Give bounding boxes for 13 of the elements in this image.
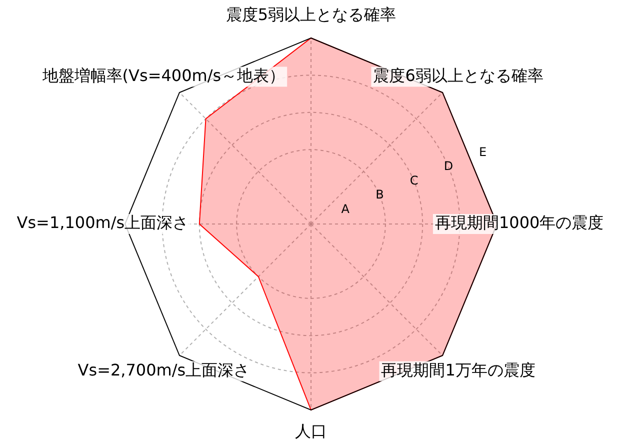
y-tick-label: C — [410, 173, 418, 188]
spoke-label: 震度5弱以上となる確率 — [226, 4, 396, 24]
y-tick-label: B — [376, 188, 384, 202]
y-tick-label: A — [341, 202, 350, 216]
spoke-label: 地盤増幅率(Vs=400m/s～地表） — [41, 66, 286, 85]
spoke-label: 再現期間1万年の震度 — [381, 360, 536, 380]
spoke-label: Vs=1,100m/s上面深さ — [16, 213, 189, 232]
spoke-label: Vs=2,700m/s上面深さ — [78, 360, 250, 380]
y-tick-label: D — [444, 159, 454, 174]
spoke-label: 人口 — [295, 421, 327, 440]
spoke-label: 再現期間1000年の震度 — [434, 213, 604, 232]
y-tick-label: E — [479, 144, 487, 159]
spoke-label: 震度6弱以上となる確率 — [373, 66, 544, 85]
